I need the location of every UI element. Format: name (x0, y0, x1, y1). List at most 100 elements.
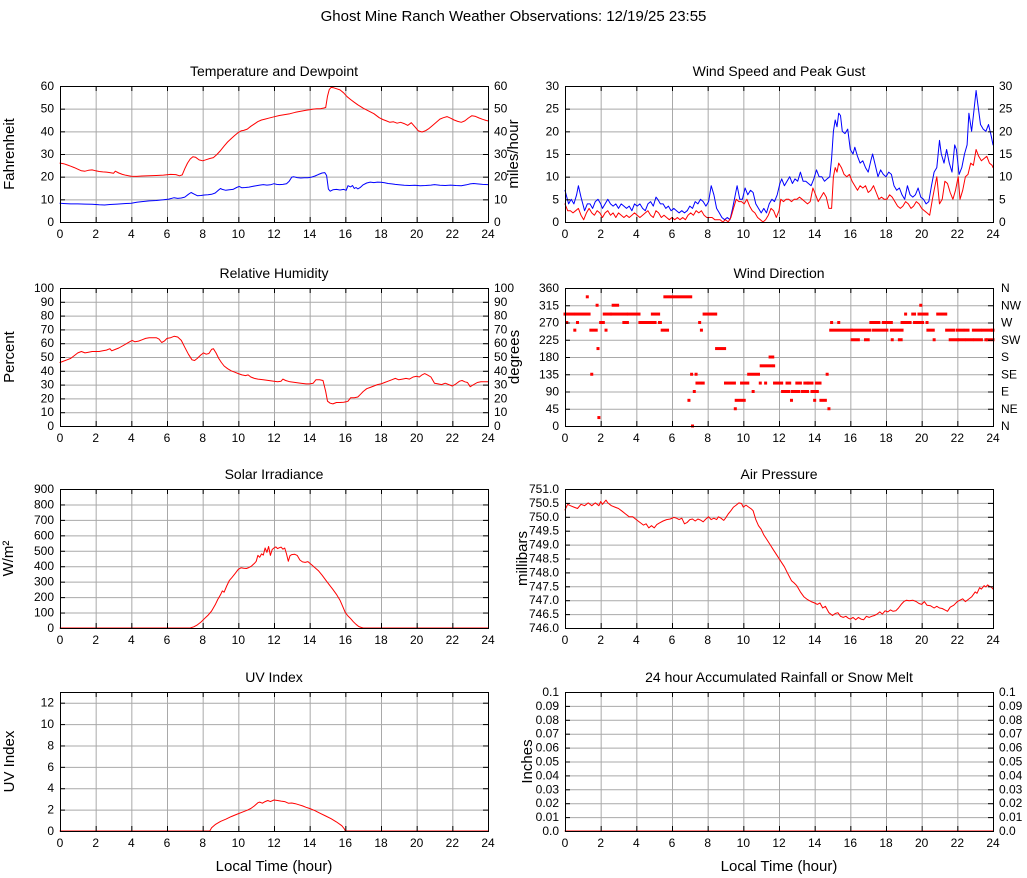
x-tick-label: 0 (57, 227, 64, 241)
y-tick-label: 0.03 (536, 782, 560, 796)
y-tick-label: 6 (47, 760, 54, 774)
y-tick-label: 5 (552, 192, 559, 206)
y-tick-label: 0.0 (542, 824, 559, 838)
scatter-point (900, 321, 912, 324)
x-tick-label: 24 (481, 836, 495, 850)
y-tick-label-right: 0.05 (999, 755, 1023, 769)
x-tick-label: 22 (446, 633, 460, 647)
scatter-point (574, 312, 591, 316)
scatter-point (957, 338, 966, 342)
scatter-point (702, 312, 718, 316)
y-tick-label: 100 (34, 606, 54, 620)
y-tick-label-right: 60 (494, 79, 508, 93)
x-tick-label: 22 (446, 836, 460, 850)
scatter-point (850, 338, 860, 342)
scatter-point (936, 312, 948, 316)
scatter-point (597, 416, 601, 420)
y-tick-label: 60 (41, 336, 55, 350)
x-tick-label: 8 (704, 227, 711, 241)
compass-label: NW (1001, 298, 1022, 312)
compass-label: NE (1001, 402, 1018, 416)
x-tick-label: 10 (232, 836, 246, 850)
y-tick-label: 748.5 (529, 552, 559, 566)
y-tick-label: 600 (34, 528, 54, 542)
chart-solar-irradiance: Solar Irradiance 0 2 4 6 8 10 12 14 16 18 20 22 24 0 10… (0, 458, 1027, 662)
scatter-point (837, 321, 841, 324)
scatter-point (785, 381, 792, 385)
y-tick-label: 0.09 (536, 699, 560, 713)
scatter-point (622, 321, 629, 324)
y-tick-label-right: 50 (494, 102, 508, 116)
x-tick-label: 20 (410, 633, 424, 647)
scatter-point (599, 321, 605, 324)
y-tick-label: 15 (546, 147, 560, 161)
x-tick-label: 10 (232, 227, 246, 241)
series-solar (59, 546, 489, 629)
scatter-point (733, 407, 737, 411)
scatter-point (573, 328, 577, 332)
scatter-point (690, 372, 694, 376)
x-axis-label: Local Time (hour) (216, 858, 333, 875)
x-tick-label: 12 (772, 836, 786, 850)
scatter-point (773, 381, 784, 385)
scatter-point (819, 398, 827, 402)
y-tick-label-right: 5 (999, 192, 1006, 206)
x-tick-label: 16 (844, 227, 858, 241)
y-tick-label-right: 70 (494, 322, 508, 336)
y-tick-label: 315 (539, 298, 559, 312)
scatter-point (758, 381, 762, 385)
y-tick-label-right: 0.04 (999, 768, 1023, 782)
scatter-point (692, 390, 696, 393)
x-tick-label: 4 (128, 227, 135, 241)
chart-title: Solar Irradiance (225, 466, 324, 482)
x-tick-label: 24 (481, 431, 495, 445)
y-tick-label: 20 (41, 170, 55, 184)
scatter-point (829, 328, 853, 332)
scatter-point (830, 321, 834, 324)
y-tick-label-right: 0 (494, 419, 501, 433)
y-tick-label-right: 100 (494, 281, 514, 295)
y-tick-label: 500 (34, 544, 54, 558)
chart-wind-speed-gust: Wind Speed and Peak Gust 0 2 4 6 8 10 12 14 16 18 2… (0, 50, 1027, 255)
x-tick-label: 18 (879, 431, 893, 445)
y-tick-label-right: 25 (999, 102, 1013, 116)
x-tick-label: 20 (410, 431, 424, 445)
y-tick-label: 800 (34, 497, 54, 511)
x-tick-label: 0 (562, 431, 569, 445)
scatter-point (589, 328, 598, 332)
x-tick-label: 4 (128, 431, 135, 445)
scatter-point (660, 328, 670, 332)
scatter-point (563, 312, 575, 316)
scatter-point (740, 381, 750, 385)
compass-label: E (1001, 385, 1009, 399)
chart-temperature-dewpoint: Temperature and Dewpoint 0 2 4 6 8 10 12 14 16 18 2… (0, 50, 1027, 255)
grid (565, 692, 993, 831)
y-tick-label-right: 10 (999, 170, 1013, 184)
scatter-point (965, 338, 974, 342)
compass-label: S (1001, 350, 1009, 364)
y-tick-label-right: 0.07 (999, 727, 1023, 741)
x-tick-label: 12 (267, 431, 281, 445)
x-tick-label: 2 (597, 227, 604, 241)
scatter-point (963, 328, 970, 332)
y-tick-label: 10 (41, 192, 55, 206)
y-tick-label: 40 (41, 124, 55, 138)
scatter-point (827, 407, 831, 411)
x-tick-label: 8 (704, 633, 711, 647)
y-tick-label: 12 (41, 696, 55, 710)
y-tick-label-right: 40 (494, 364, 508, 378)
x-tick-label: 16 (844, 836, 858, 850)
y-tick-label: 100 (34, 281, 54, 295)
y-tick-label: 50 (41, 350, 55, 364)
chart-air-pressure: Air Pressure 0 2 4 6 8 10 12 14 16 18 20 22 24 746.0 74… (0, 458, 1027, 662)
y-tick-label: 80 (41, 309, 55, 323)
scatter-point (917, 312, 929, 316)
x-tick-label: 18 (374, 633, 388, 647)
x-tick-label: 18 (374, 836, 388, 850)
x-tick-label: 22 (951, 431, 965, 445)
x-tick-label: 2 (92, 633, 99, 647)
x-tick-label: 8 (199, 431, 206, 445)
x-tick-label: 20 (410, 227, 424, 241)
